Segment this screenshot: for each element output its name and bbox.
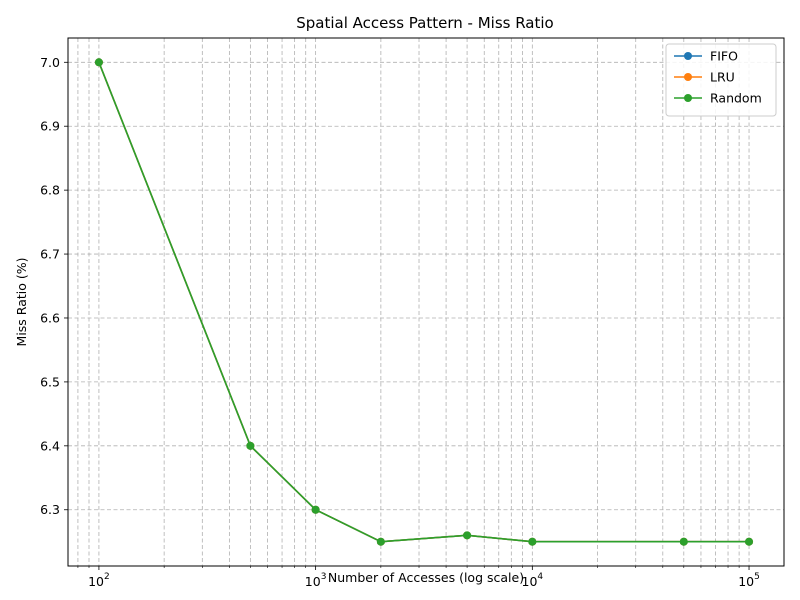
- legend-label-lru: LRU: [710, 70, 735, 85]
- x-tick-label: 102: [88, 572, 110, 589]
- chart-title: Spatial Access Pattern - Miss Ratio: [296, 14, 553, 32]
- y-tick-label: 6.6: [40, 310, 60, 325]
- random-point: [94, 58, 103, 67]
- random-point: [246, 441, 255, 450]
- legend-marker-random: [684, 94, 692, 102]
- axis-ticks: 102 103 104 105 6.3 6.4 6.5 6.6 6.7 6.8 6.9 7.0: [40, 55, 760, 589]
- x-tick-label: 103: [305, 572, 327, 589]
- legend-marker-fifo: [684, 52, 692, 60]
- y-tick-label: 6.7: [40, 247, 60, 262]
- random-line: [98, 61, 750, 543]
- y-tick-label: 6.8: [40, 183, 60, 198]
- y-tick-label: 7.0: [40, 55, 60, 70]
- legend-label-random: Random: [710, 91, 762, 106]
- fifo-line: [98, 61, 750, 543]
- random-point: [376, 537, 385, 546]
- y-tick-label: 6.3: [40, 502, 60, 517]
- random-point: [528, 537, 537, 546]
- y-tick-label: 6.9: [40, 119, 60, 134]
- random-point: [745, 537, 754, 546]
- y-tick-label: 6.5: [40, 374, 60, 389]
- y-tick-label: 6.4: [40, 438, 60, 453]
- x-tick-label: 104: [522, 572, 544, 589]
- legend: FIFO LRU Random: [665, 43, 777, 117]
- series-lines: [94, 58, 754, 546]
- x-axis-label: Number of Accesses (log scale): [328, 570, 524, 585]
- lru-line: [98, 61, 750, 543]
- random-point: [463, 531, 472, 540]
- random-point: [311, 505, 320, 514]
- y-axis-label: Miss Ratio (%): [14, 258, 29, 347]
- plot-frame: [67, 37, 785, 567]
- random-point: [679, 537, 688, 546]
- x-tick-label: 105: [738, 572, 760, 589]
- legend-label-fifo: FIFO: [710, 49, 738, 64]
- legend-marker-lru: [684, 73, 692, 81]
- grid-lines: [68, 38, 784, 566]
